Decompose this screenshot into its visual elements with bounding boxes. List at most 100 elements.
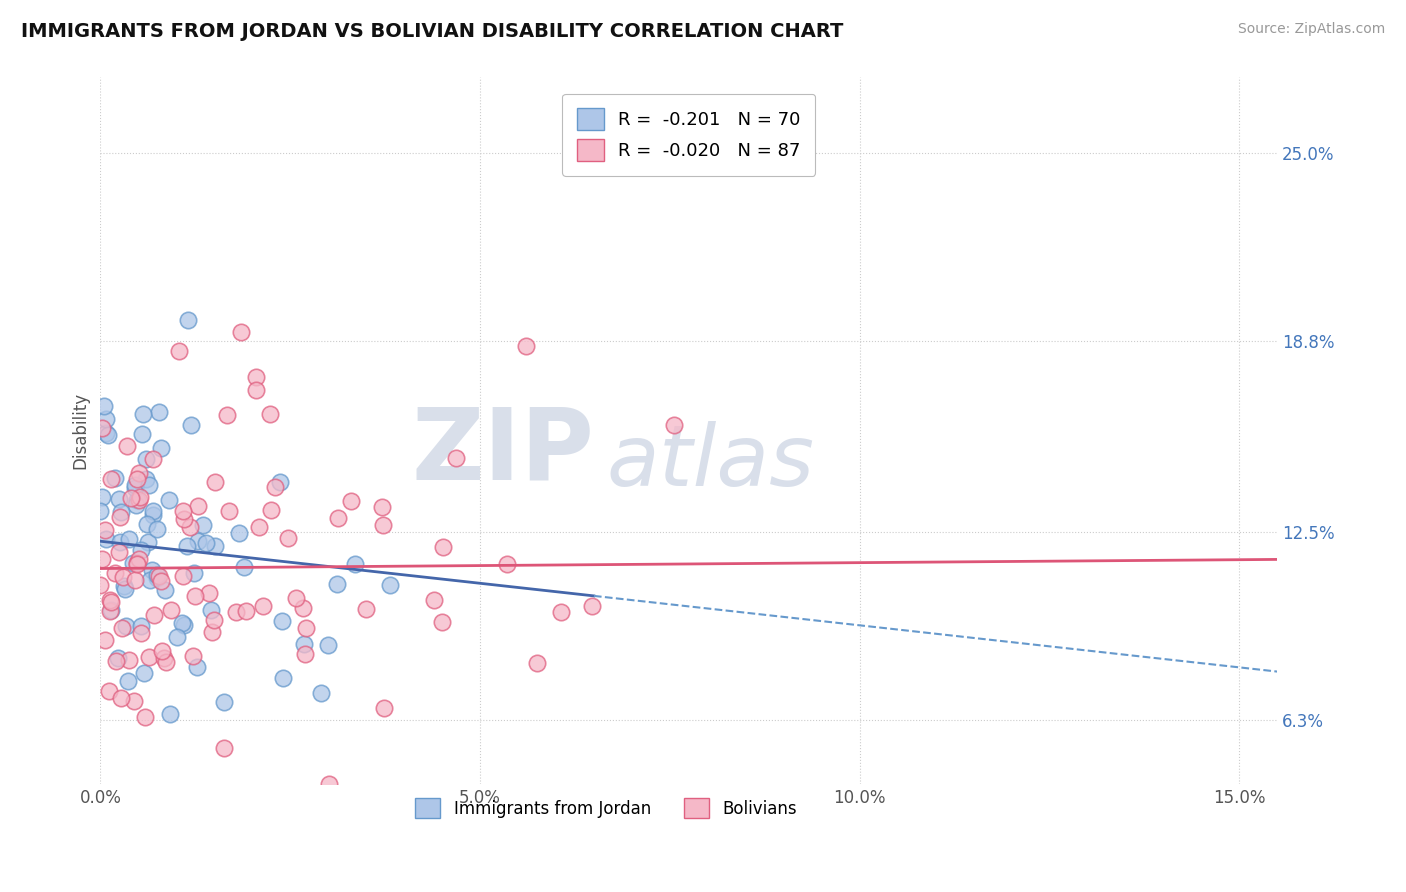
Point [444,450,467,465]
Point [122,694,145,708]
Text: atlas: atlas [606,421,814,504]
Point [118,653,141,667]
Point [232,560,254,574]
Point [98,593,121,607]
Point [112,579,135,593]
Point [354,602,377,616]
Point [159,706,181,721]
Point [204,475,226,490]
Point [118,532,141,546]
Point [149,441,172,455]
Point [186,660,208,674]
Point [124,574,146,588]
Point [191,517,214,532]
Point [134,710,156,724]
Point [129,619,152,633]
Point [114,582,136,597]
Point [496,557,519,571]
Legend: Immigrants from Jordan, Bolivians: Immigrants from Jordan, Bolivians [409,791,804,825]
Point [94,532,117,546]
Point [134,666,156,681]
Point [110,505,132,519]
Point [115,439,138,453]
Point [115,619,138,633]
Point [432,541,454,555]
Point [153,582,176,597]
Point [155,655,177,669]
Point [107,491,129,506]
Point [217,409,239,423]
Point [127,557,149,571]
Point [127,556,149,570]
Point [111,621,134,635]
Point [277,532,299,546]
Point [581,599,603,614]
Point [90,552,112,566]
Point [100,472,122,486]
Point [117,674,139,689]
Point [225,605,247,619]
Point [143,608,166,623]
Point [128,466,150,480]
Point [259,407,281,421]
Point [198,586,221,600]
Point [100,603,122,617]
Point [131,427,153,442]
Point [97,428,120,442]
Point [138,573,160,587]
Point [291,600,314,615]
Point [176,313,198,327]
Point [103,566,125,581]
Point [245,370,267,384]
Point [326,511,349,525]
Point [110,535,132,549]
Point [212,741,235,756]
Point [146,522,169,536]
Point [173,512,195,526]
Point [430,615,453,630]
Point [235,604,257,618]
Point [96,426,118,441]
Point [515,339,537,353]
Point [318,777,340,791]
Point [179,520,201,534]
Point [180,417,202,432]
Point [129,626,152,640]
Point [202,613,225,627]
Point [122,556,145,570]
Point [184,590,207,604]
Point [124,477,146,491]
Point [245,384,267,398]
Point [200,625,222,640]
Point [100,595,122,609]
Point [138,649,160,664]
Point [93,399,115,413]
Point [94,523,117,537]
Point [138,477,160,491]
Point [176,539,198,553]
Point [259,502,281,516]
Point [271,671,294,685]
Point [136,516,159,531]
Point [148,405,170,419]
Point [160,603,183,617]
Point [107,651,129,665]
Point [110,691,132,706]
Point [89,504,111,518]
Point [187,499,209,513]
Point [127,472,149,486]
Text: Source: ZipAtlas.com: Source: ZipAtlas.com [1237,22,1385,37]
Y-axis label: Disability: Disability [72,392,89,469]
Point [292,637,315,651]
Point [120,491,142,505]
Point [135,472,157,486]
Point [526,656,548,670]
Point [194,536,217,550]
Text: ZIP: ZIP [412,403,595,500]
Point [94,412,117,426]
Point [142,504,165,518]
Point [252,599,274,613]
Point [129,542,152,557]
Point [271,614,294,628]
Point [104,654,127,668]
